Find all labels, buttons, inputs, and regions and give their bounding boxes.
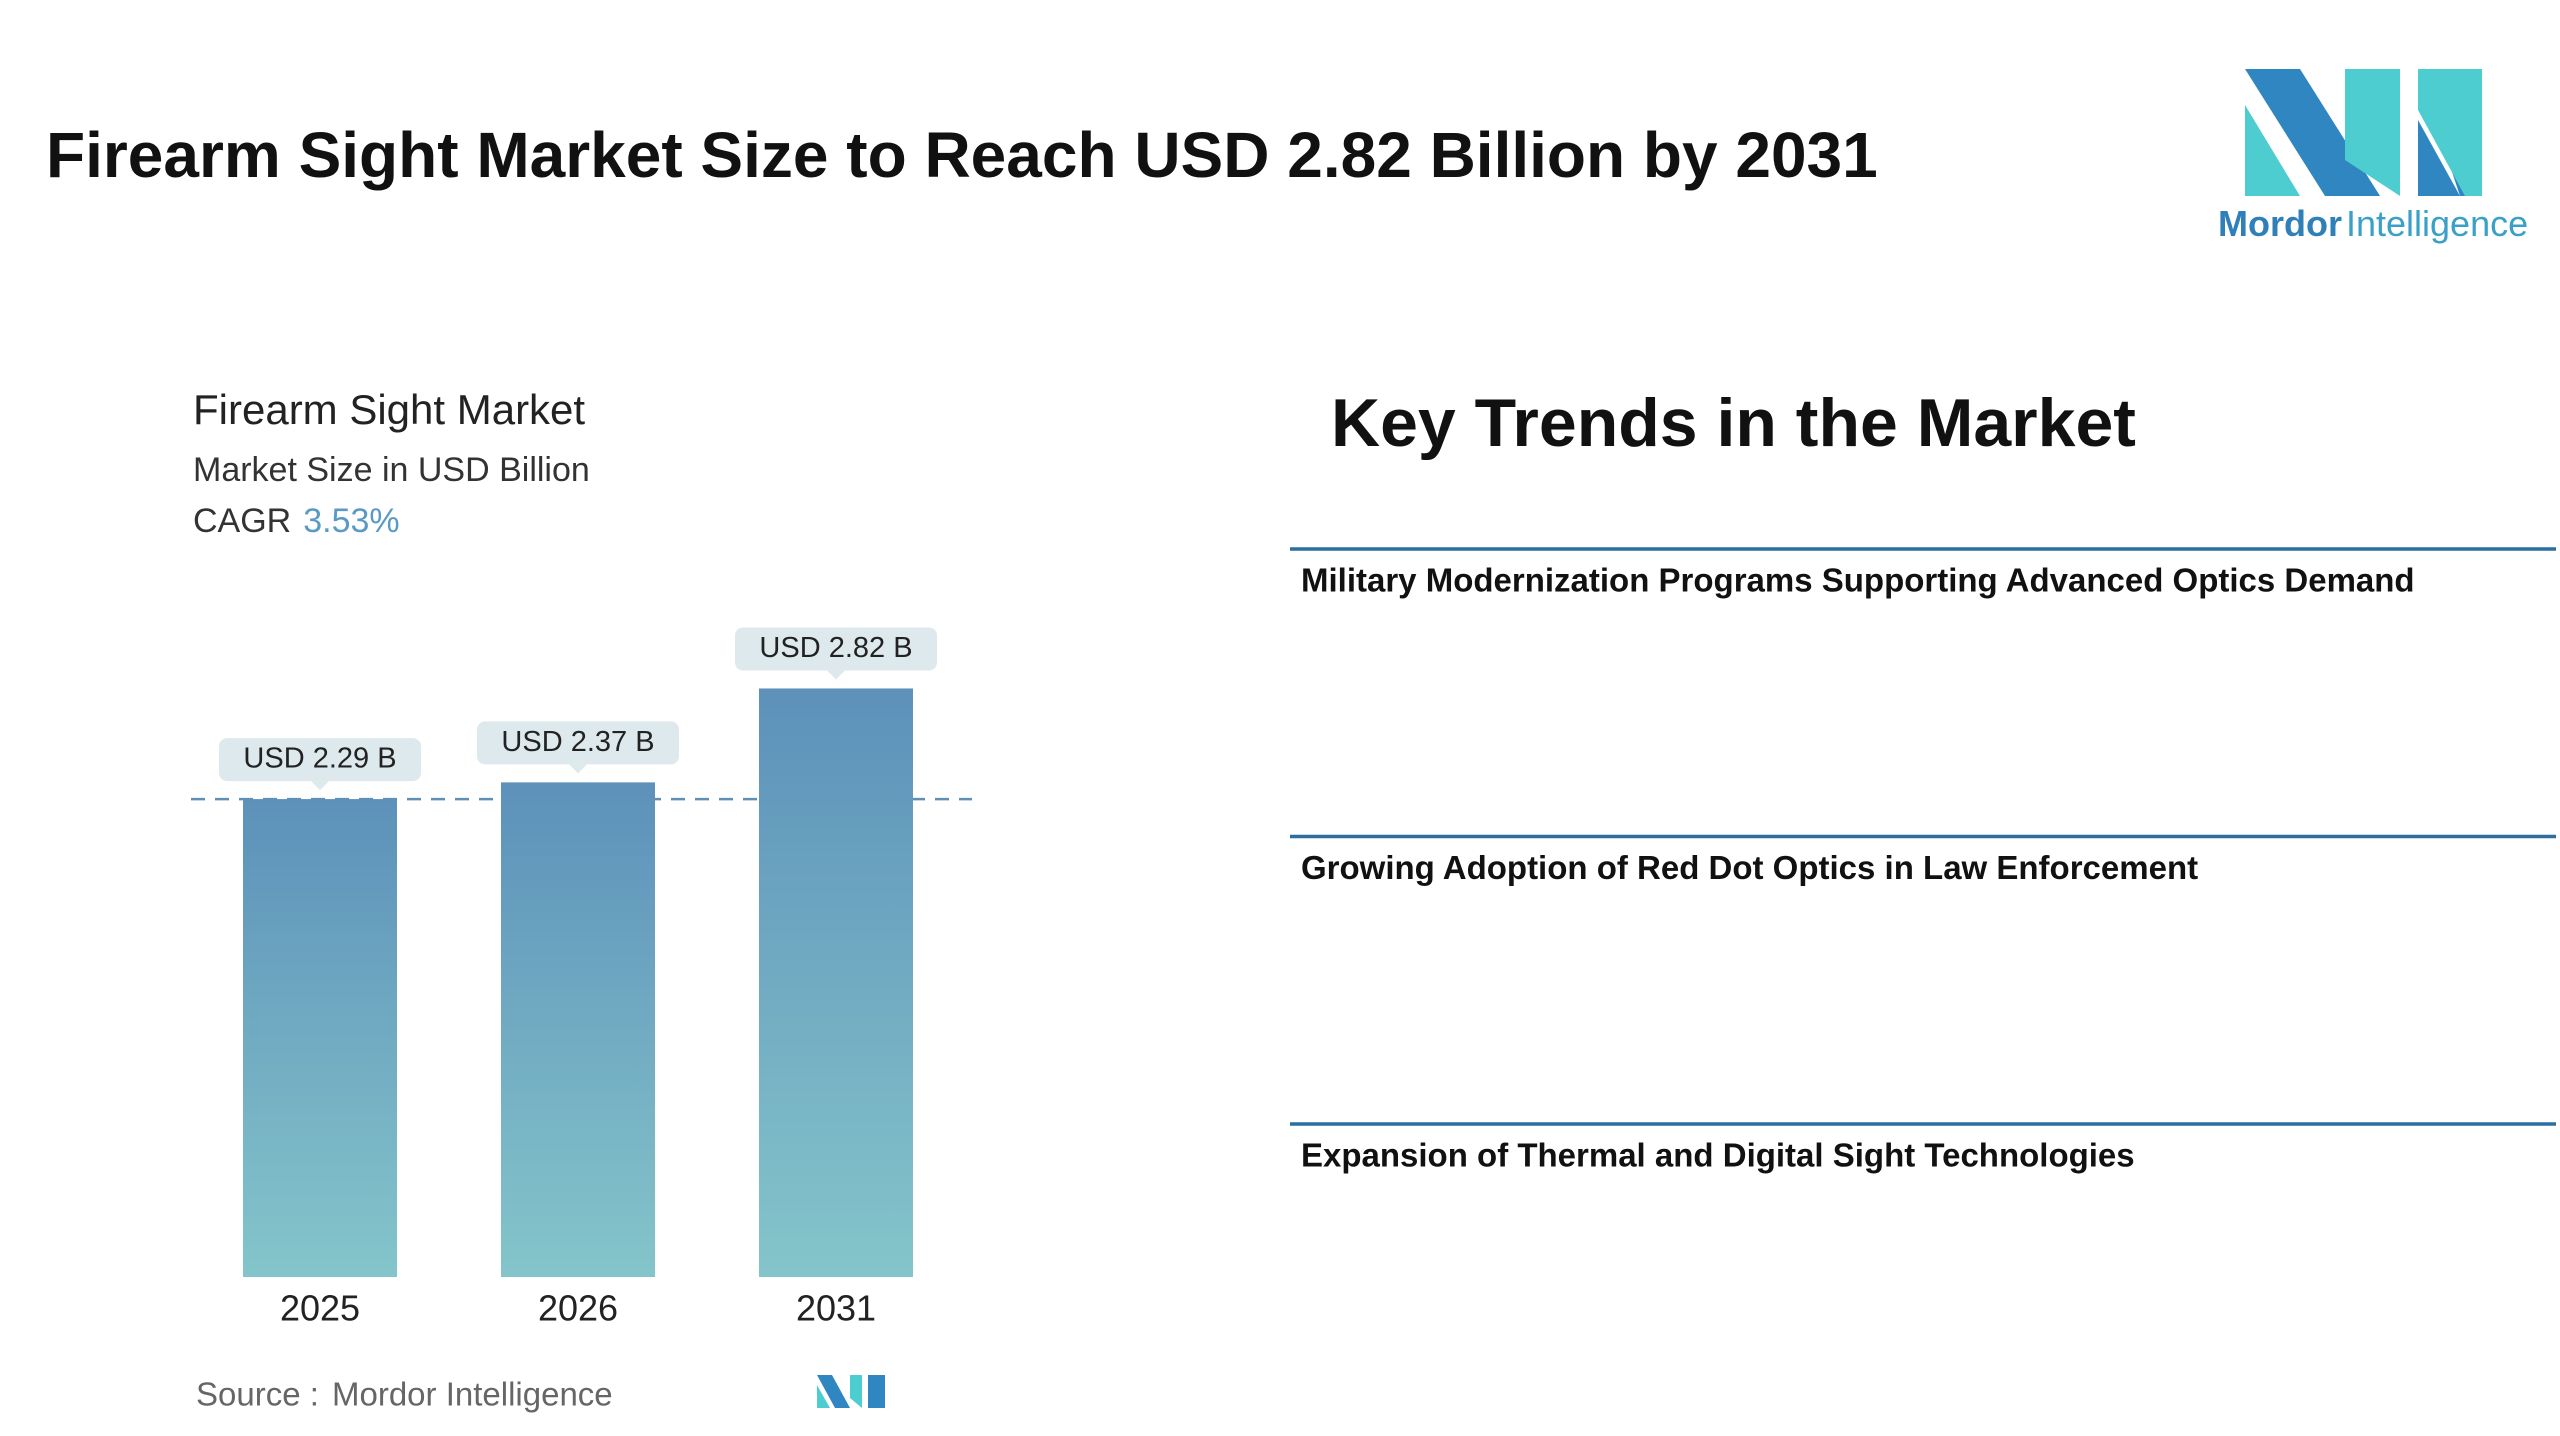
value-label-pointer bbox=[311, 781, 329, 791]
logo bbox=[2245, 69, 2482, 196]
trend-item: Military Modernization Programs Supporti… bbox=[1301, 562, 2415, 599]
value-label: USD 2.29 B bbox=[243, 743, 396, 775]
value-label-box bbox=[735, 627, 937, 671]
chart-title: Firearm Sight Market bbox=[193, 386, 585, 433]
x-tick-label: 2026 bbox=[538, 1288, 618, 1329]
logo-bold: Mordor bbox=[2218, 203, 2342, 244]
cagr-value: 3.53% bbox=[303, 502, 399, 540]
trends-list: Military Modernization Programs Supporti… bbox=[1290, 547, 2556, 1174]
value-label: USD 2.37 B bbox=[501, 726, 654, 758]
value-label-pointer bbox=[827, 670, 845, 680]
x-tick-label: 2025 bbox=[280, 1288, 360, 1329]
source-label: Source : bbox=[196, 1376, 319, 1413]
bar-chart: USD 2.29 B 2025 USD 2.37 B 2026 USD 2.82 B 20… bbox=[191, 627, 972, 1329]
value-label-box bbox=[219, 738, 421, 782]
trend-item: Expansion of Thermal and Digital Sight T… bbox=[1301, 1137, 2135, 1174]
value-label-pointer bbox=[569, 764, 587, 774]
value-label-box bbox=[477, 721, 679, 765]
trend-item: Growing Adoption of Red Dot Optics in La… bbox=[1301, 849, 2198, 886]
small-logo bbox=[817, 1375, 885, 1408]
cagr: CAGR 3.53% bbox=[193, 502, 400, 540]
page-title: Firearm Sight Market Size to Reach USD 2… bbox=[46, 119, 1878, 191]
source: Mordor Intelligence bbox=[332, 1376, 613, 1413]
bar bbox=[501, 782, 655, 1277]
trends-heading: Key Trends in the Market bbox=[1331, 385, 2136, 461]
logo-light: Intelligence bbox=[2346, 203, 2528, 244]
chart-subtitle: Market Size in USD Billion bbox=[193, 451, 590, 489]
value-label: USD 2.82 B bbox=[759, 632, 912, 664]
x-tick-label: 2031 bbox=[796, 1288, 876, 1329]
logo-text: Mordor Intelligence bbox=[2218, 203, 2528, 244]
bar bbox=[243, 799, 397, 1277]
bar bbox=[759, 688, 913, 1277]
cagr-label: CAGR bbox=[193, 502, 291, 540]
